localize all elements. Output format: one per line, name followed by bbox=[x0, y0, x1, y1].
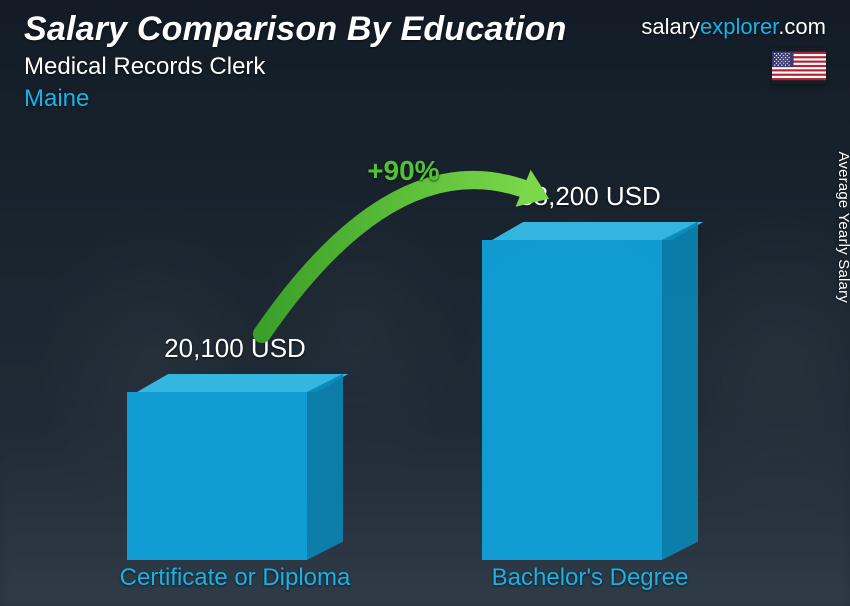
chart-region: Maine bbox=[24, 85, 826, 113]
bar-side-face bbox=[662, 222, 698, 560]
bar-category-label: Bachelor's Degree bbox=[440, 564, 740, 592]
bar-group: 20,100 USD bbox=[110, 333, 360, 560]
brand-text-accent: explorer bbox=[700, 14, 778, 39]
bar bbox=[482, 222, 698, 560]
bar-group: 38,200 USD bbox=[465, 181, 715, 560]
bar-category-label: Certificate or Diploma bbox=[85, 564, 385, 592]
bar-front-face bbox=[482, 240, 662, 560]
bar-side-face bbox=[307, 374, 343, 560]
increase-percent-label: +90% bbox=[367, 155, 439, 187]
brand-watermark: salaryexplorer.com bbox=[641, 14, 826, 40]
bar-chart: 20,100 USD Certificate or Diploma 38,200 U… bbox=[0, 130, 850, 596]
bar-front-face bbox=[127, 392, 307, 560]
flag-icon bbox=[772, 48, 826, 84]
bar bbox=[127, 374, 343, 560]
bar-value-label: 38,200 USD bbox=[465, 181, 715, 212]
brand-text-suffix: .com bbox=[778, 14, 826, 39]
chart-subtitle: Medical Records Clerk bbox=[24, 53, 826, 81]
brand-text-main: salary bbox=[641, 14, 700, 39]
bar-value-label: 20,100 USD bbox=[110, 333, 360, 364]
chart-canvas: Salary Comparison By Education Medical R… bbox=[0, 0, 850, 606]
